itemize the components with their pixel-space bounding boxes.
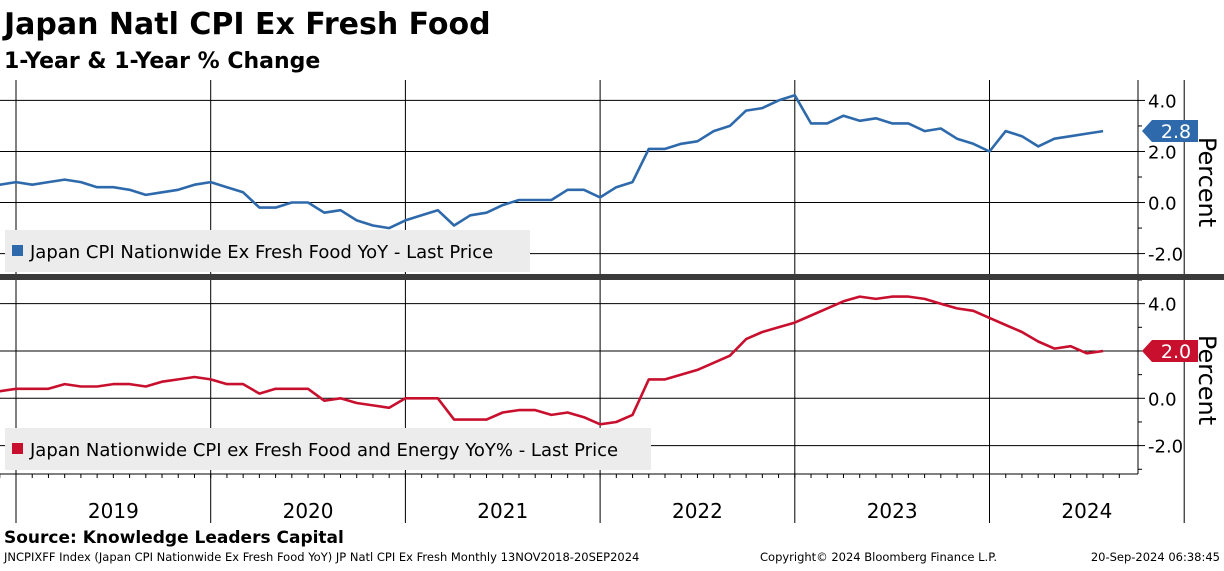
y-tick-label: 0.0 <box>1148 389 1177 410</box>
last-value-flag <box>1142 339 1198 362</box>
series-layer <box>0 94 1104 426</box>
timestamp: 20-Sep-2024 06:38:45 <box>1091 550 1220 564</box>
y-tick-label: -2.0 <box>1148 245 1183 266</box>
top-y-axis-title: Percent <box>1193 137 1221 227</box>
bottom-y-axis-title: Percent <box>1193 335 1221 425</box>
panel-divider[interactable] <box>0 274 1224 280</box>
x-tick-label: 2021 <box>477 499 528 523</box>
y-tick-label: 4.0 <box>1148 91 1177 112</box>
y-tick-label: 2.0 <box>1148 142 1177 163</box>
copyright: Copyright© 2024 Bloomberg Finance L.P. <box>760 550 997 564</box>
x-tick-label: 2022 <box>672 499 723 523</box>
x-tick-label: 2020 <box>283 499 334 523</box>
last-value-flag <box>1142 120 1198 143</box>
x-tick-label: 2024 <box>1061 499 1112 523</box>
y-tick-label: 4.0 <box>1148 295 1177 316</box>
top-legend-box <box>5 230 530 272</box>
chart-subtitle: 1-Year & 1-Year % Change <box>4 49 320 74</box>
grid-layer <box>0 80 1185 523</box>
top-legend-label: Japan CPI Nationwide Ex Fresh Food YoY -… <box>29 242 493 263</box>
label-layer: 4.02.00.0-2.02.84.02.00.0-2.02.020192020… <box>88 91 1198 523</box>
top-legend-swatch <box>12 245 23 256</box>
ticker-info: JNCPIXFF Index (Japan CPI Nationwide Ex … <box>3 550 639 564</box>
series-line-cpi-ex-fresh-food-energy <box>0 295 1104 426</box>
bottom-legend-swatch <box>12 443 23 454</box>
chart-title: Japan Natl CPI Ex Fresh Food <box>2 7 491 42</box>
bottom-legend-label: Japan Nationwide CPI ex Fresh Food and E… <box>29 440 618 461</box>
series-line-cpi-ex-fresh-food <box>0 94 1104 230</box>
last-value-label: 2.0 <box>1161 341 1191 363</box>
x-tick-label: 2019 <box>88 499 139 523</box>
last-value-label: 2.8 <box>1161 121 1191 143</box>
y-tick-label: -2.0 <box>1148 437 1183 458</box>
source-note: Source: Knowledge Leaders Capital <box>4 528 344 548</box>
y-tick-label: 0.0 <box>1148 194 1177 215</box>
x-tick-label: 2023 <box>867 499 918 523</box>
bottom-legend-box <box>5 428 651 470</box>
